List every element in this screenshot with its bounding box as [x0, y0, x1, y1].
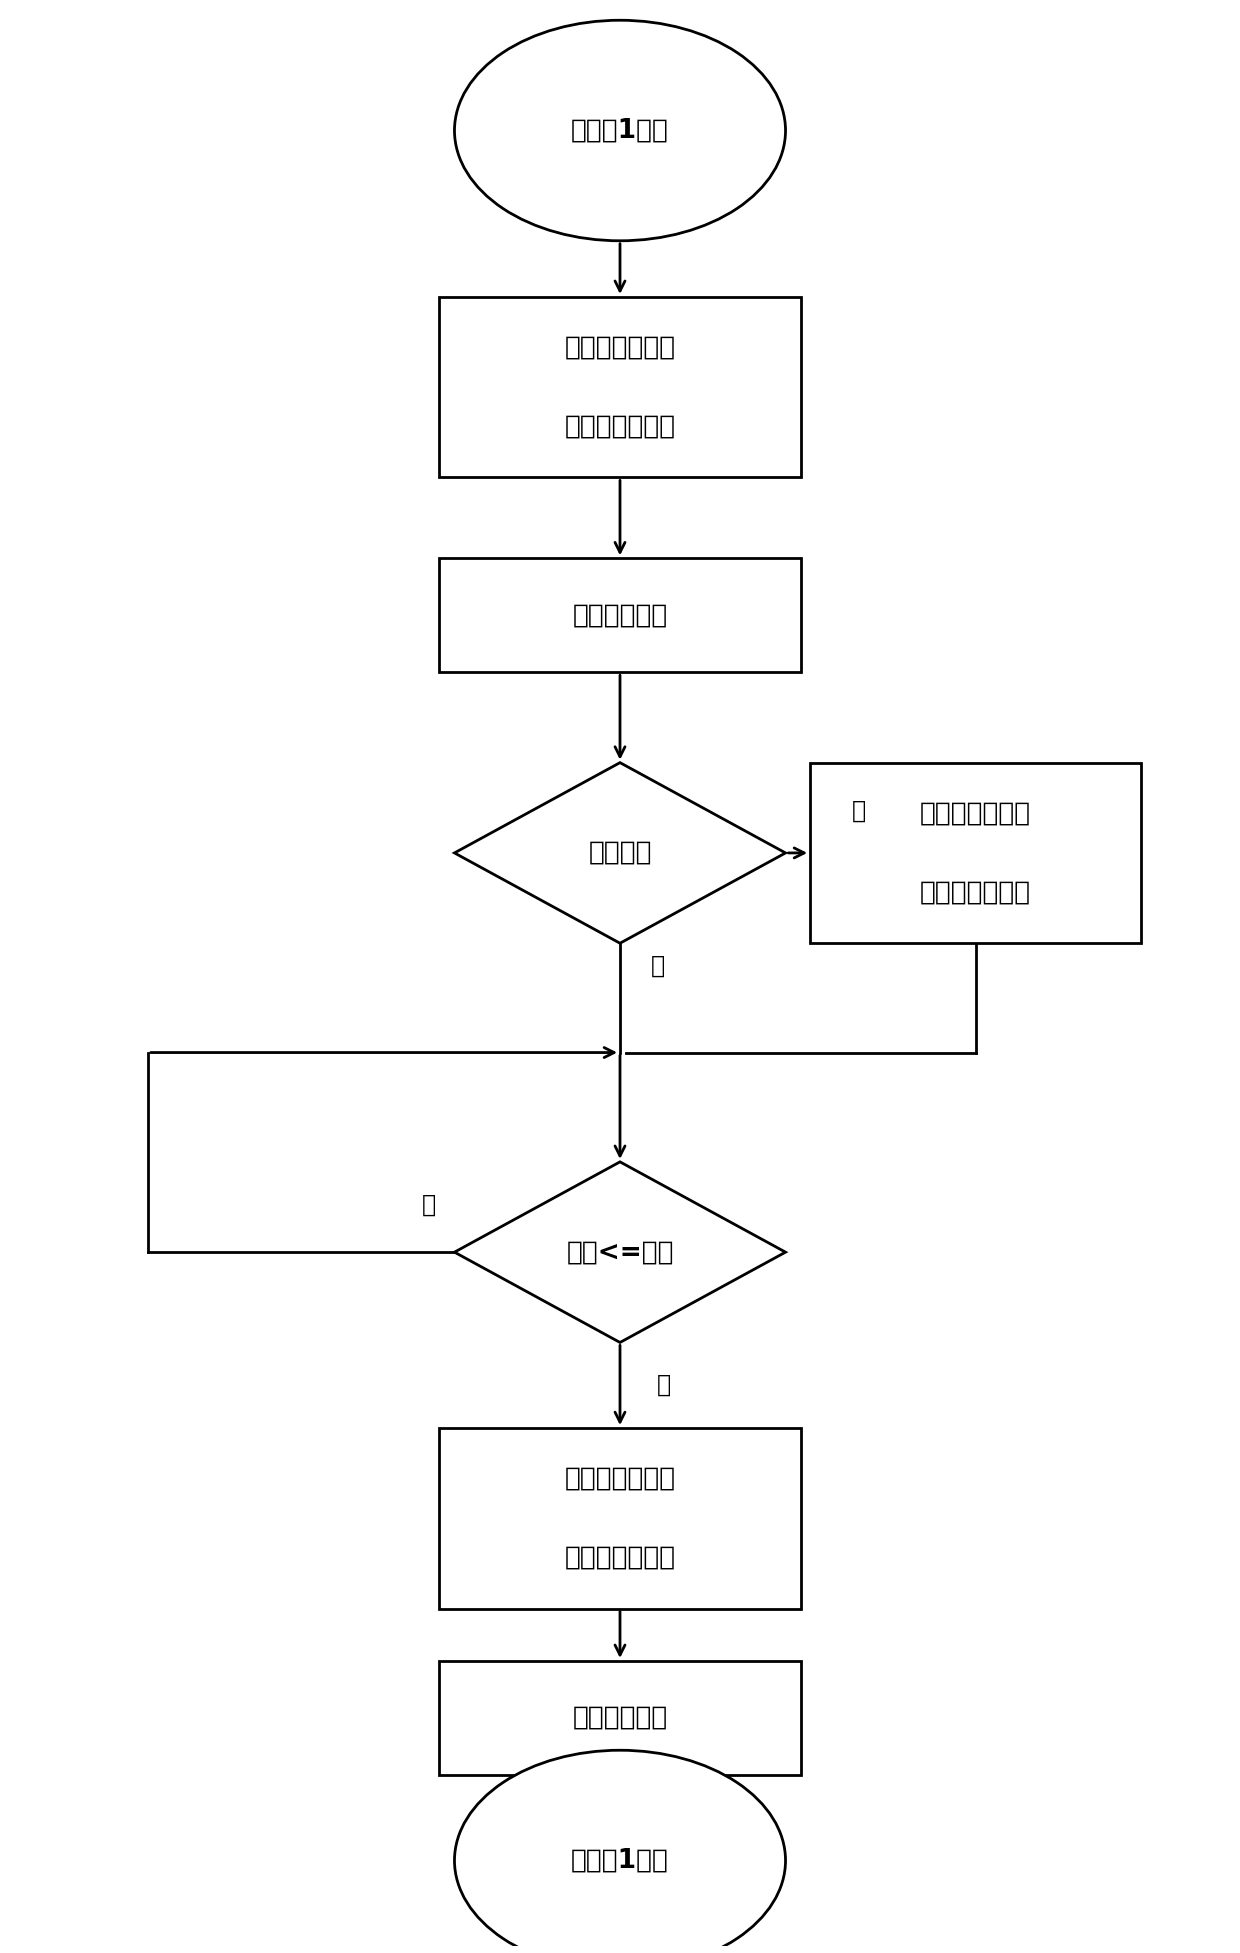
Text: 子程序1开始: 子程序1开始 [572, 117, 668, 143]
Text: 子程序1结束: 子程序1结束 [572, 1848, 668, 1873]
Text: 是: 是 [657, 1373, 671, 1396]
Polygon shape [455, 762, 785, 943]
Text: 延时一定时间: 延时一定时间 [573, 1705, 667, 1730]
Text: 风机故障: 风机故障 [588, 840, 652, 865]
FancyBboxPatch shape [439, 1660, 801, 1775]
Text: 否: 否 [422, 1193, 436, 1217]
Text: 切除累计运行时: 切除累计运行时 [564, 1465, 676, 1492]
FancyBboxPatch shape [439, 559, 801, 672]
Text: 间最长的风机组: 间最长的风机组 [564, 1545, 676, 1570]
Text: 投入累计停止时: 投入累计停止时 [564, 334, 676, 361]
Text: 间最长的风机组: 间最长的风机组 [564, 414, 676, 439]
Ellipse shape [455, 1750, 785, 1953]
Polygon shape [455, 1162, 785, 1342]
Text: 油温<=下限: 油温<=下限 [567, 1238, 673, 1266]
Text: 间较长的风机组: 间较长的风机组 [920, 879, 1032, 906]
Text: 延时一定时间: 延时一定时间 [573, 602, 667, 629]
Text: 否: 否 [651, 955, 665, 978]
FancyBboxPatch shape [810, 762, 1141, 943]
FancyBboxPatch shape [439, 297, 801, 477]
FancyBboxPatch shape [439, 1428, 801, 1609]
Text: 是: 是 [852, 799, 867, 822]
Text: 投入累计停止时: 投入累计停止时 [920, 801, 1032, 826]
Ellipse shape [455, 20, 785, 240]
